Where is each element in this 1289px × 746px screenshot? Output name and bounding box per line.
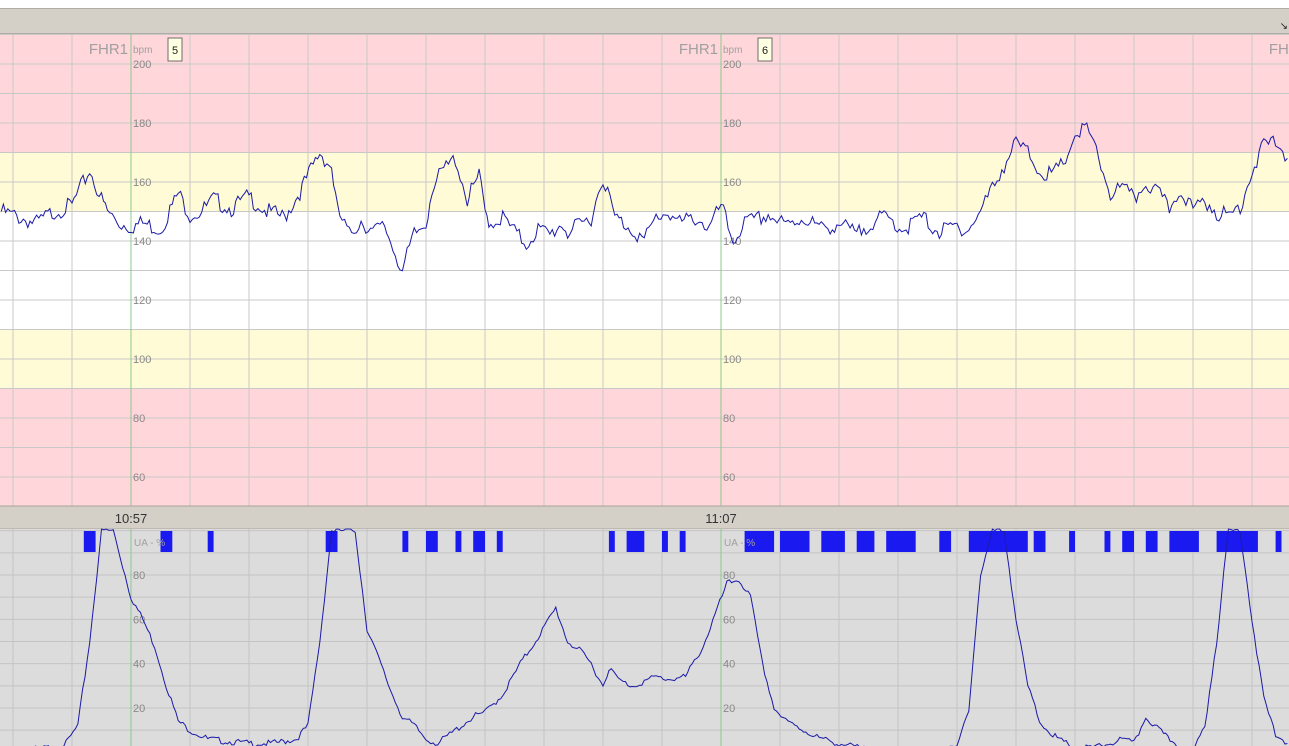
fhr-tick-label: 200 bbox=[133, 59, 151, 71]
fhr-tick-label: 160 bbox=[723, 177, 741, 189]
fhr-tick-label: 60 bbox=[133, 472, 145, 484]
ua-event-marker bbox=[496, 531, 503, 552]
fhr-tick-label: 60 bbox=[723, 472, 735, 484]
ua-panel-bg bbox=[0, 529, 1289, 746]
ua-tick-label: 40 bbox=[133, 659, 145, 671]
fhr-unit-label: bpm bbox=[723, 45, 742, 56]
ua-event-marker bbox=[1122, 531, 1134, 552]
ua-event-marker bbox=[207, 531, 214, 552]
time-labels: 10:57 11:07 bbox=[115, 511, 737, 526]
fhr-unit-label: bpm bbox=[133, 45, 152, 56]
ua-event-marker bbox=[886, 531, 916, 552]
ua-event-marker bbox=[821, 531, 845, 552]
fhr-trace-line bbox=[0, 122, 1288, 272]
ua-tick-label: 40 bbox=[723, 659, 735, 671]
ua-event-marker bbox=[679, 531, 686, 552]
ua-channel-labels: UA - % UA - % bbox=[134, 538, 755, 549]
ua-event-markers bbox=[83, 531, 1282, 552]
ua-event-marker bbox=[856, 531, 875, 552]
ua-event-marker bbox=[1216, 531, 1258, 552]
time-label: 10:57 bbox=[115, 511, 148, 526]
ua-tick-label: 80 bbox=[133, 570, 145, 582]
page-marker-label: 5 bbox=[172, 45, 178, 57]
page-marker-box bbox=[757, 37, 773, 62]
title-bar: ↘ bbox=[0, 0, 1289, 34]
ua-event-marker bbox=[160, 531, 173, 552]
ua-event-marker bbox=[1033, 531, 1046, 552]
ua-event-marker bbox=[608, 531, 615, 552]
fhr-tick-label: 200 bbox=[723, 59, 741, 71]
resize-grip-icon[interactable]: ↘ bbox=[1279, 21, 1288, 32]
ua-event-marker bbox=[426, 531, 438, 552]
ua-event-marker bbox=[455, 531, 462, 552]
fhr-tick-label: 140 bbox=[133, 236, 151, 248]
ua-tick-label: 20 bbox=[133, 703, 145, 715]
fhr-tick-label: 120 bbox=[133, 295, 151, 307]
fhr-tick-label: 180 bbox=[133, 118, 151, 130]
fhr-tick-label: 160 bbox=[133, 177, 151, 189]
fhr-y-ticks: 2001801601401201008060200180160140120100… bbox=[133, 59, 741, 484]
ua-grid bbox=[0, 529, 1289, 746]
ua-trace bbox=[34, 528, 1288, 746]
page-marker-box bbox=[167, 37, 183, 62]
ua-event-marker bbox=[1275, 531, 1282, 552]
fhr-tick-label: 180 bbox=[723, 118, 741, 130]
fhr-tick-label: 80 bbox=[723, 413, 735, 425]
fhr-channel-label: FHR1 bbox=[679, 41, 718, 58]
ua-event-marker bbox=[473, 531, 485, 552]
fhr-tick-label: 100 bbox=[133, 354, 151, 366]
time-label: 11:07 bbox=[705, 511, 737, 526]
time-axis-bar bbox=[0, 506, 1289, 529]
fhr-tick-label: 120 bbox=[723, 295, 741, 307]
ua-event-marker bbox=[1069, 531, 1075, 552]
ua-event-marker bbox=[83, 531, 96, 552]
ua-tick-label: 80 bbox=[723, 570, 735, 582]
ua-event-marker bbox=[662, 531, 668, 552]
ctg-chart: 2001801601401201008060200180160140120100… bbox=[0, 34, 1289, 746]
fhr-channel-label: FHR1 bbox=[1269, 41, 1289, 58]
ua-event-marker bbox=[325, 531, 338, 552]
toolbar-strip bbox=[0, 8, 1289, 34]
fhr-tick-label: 80 bbox=[133, 413, 145, 425]
fhr-trace bbox=[0, 122, 1288, 272]
fhr-channel-label: FHR1 bbox=[89, 41, 128, 58]
ua-event-marker bbox=[626, 531, 645, 552]
ua-event-marker bbox=[939, 531, 952, 552]
ua-event-marker bbox=[968, 531, 1028, 552]
ua-event-marker bbox=[780, 531, 810, 552]
fhr-grid bbox=[0, 34, 1289, 506]
ua-tick-label: 20 bbox=[723, 703, 735, 715]
fhr-channel-labels: FHR1 FHR1 FHR1 bpm 5 bpm 6 bbox=[89, 37, 1289, 62]
ua-event-marker bbox=[1145, 531, 1158, 552]
ua-event-marker bbox=[402, 531, 409, 552]
ua-trace-line bbox=[34, 528, 1288, 746]
page-marker-label: 6 bbox=[762, 45, 768, 57]
ua-channel-label: UA - % bbox=[134, 538, 165, 549]
ua-event-marker bbox=[1169, 531, 1199, 552]
ua-event-marker bbox=[1104, 531, 1111, 552]
ua-channel-label: UA - % bbox=[724, 538, 755, 549]
ua-event-marker bbox=[744, 531, 775, 552]
ua-tick-label: 60 bbox=[723, 614, 735, 626]
fhr-tick-label: 100 bbox=[723, 354, 741, 366]
